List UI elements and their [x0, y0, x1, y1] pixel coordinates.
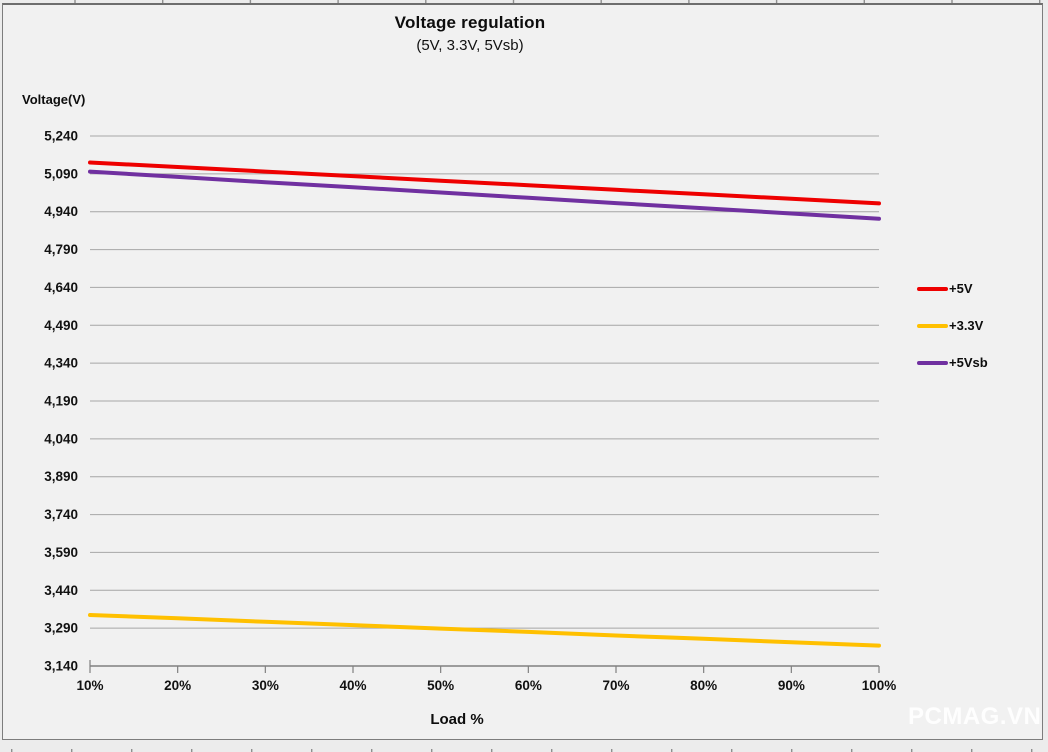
chart-title-block: Voltage regulation (5V, 3.3V, 5Vsb) [60, 11, 880, 57]
legend-label-5v: +5V [949, 281, 973, 296]
legend: +5V +3.3V +5Vsb [917, 277, 988, 388]
legend-swatch-3v3 [917, 323, 948, 328]
legend-label-3v3: +3.3V [949, 318, 984, 333]
legend-item-3v3: +3.3V [917, 314, 988, 337]
legend-label-5vsb: +5Vsb [949, 355, 988, 370]
legend-item-5v: +5V [917, 277, 988, 300]
chart-title: Voltage regulation [394, 13, 546, 32]
chart-box [2, 3, 1043, 740]
y-axis-title: Voltage(V) [22, 92, 86, 107]
watermark: PCMAG.VN [908, 703, 1042, 730]
x-axis-title: Load % [430, 711, 484, 728]
legend-swatch-5vsb [917, 360, 948, 365]
chart-subtitle: (5V, 3.3V, 5Vsb) [416, 37, 524, 54]
legend-swatch-5v [917, 286, 948, 291]
legend-item-5vsb: +5Vsb [917, 351, 988, 374]
